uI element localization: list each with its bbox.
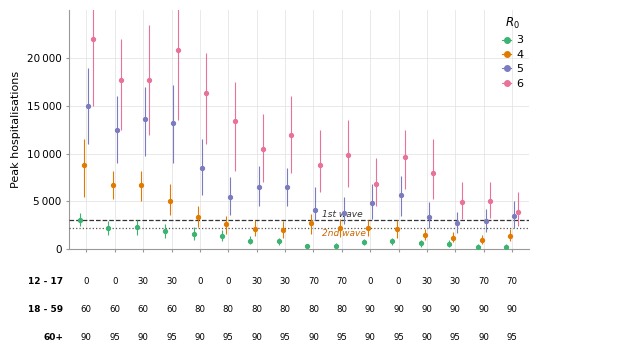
Text: 95: 95	[223, 333, 234, 342]
Text: 18 - 59: 18 - 59	[28, 305, 63, 314]
Text: 1st wave: 1st wave	[322, 210, 363, 219]
Text: 80: 80	[308, 305, 319, 314]
Text: 30: 30	[251, 277, 262, 286]
Text: 90: 90	[450, 305, 461, 314]
Text: 95: 95	[507, 333, 518, 342]
Text: 95: 95	[166, 333, 177, 342]
Text: 95: 95	[450, 333, 461, 342]
Text: 95: 95	[393, 333, 404, 342]
Text: 80: 80	[195, 305, 205, 314]
Text: 90: 90	[421, 333, 432, 342]
Text: 95: 95	[280, 333, 290, 342]
Text: 80: 80	[280, 305, 290, 314]
Text: 90: 90	[478, 333, 490, 342]
Text: 0: 0	[197, 277, 203, 286]
Text: 60: 60	[166, 305, 177, 314]
Text: 0: 0	[226, 277, 231, 286]
Text: 95: 95	[336, 333, 347, 342]
Text: 0: 0	[367, 277, 373, 286]
Text: 90: 90	[251, 333, 262, 342]
Text: 70: 70	[308, 277, 319, 286]
Text: 60: 60	[81, 305, 92, 314]
Text: 90: 90	[138, 333, 149, 342]
Text: 70: 70	[507, 277, 518, 286]
Text: 30: 30	[137, 277, 149, 286]
Text: 30: 30	[280, 277, 290, 286]
Text: 90: 90	[195, 333, 205, 342]
Text: 70: 70	[336, 277, 347, 286]
Text: 12 - 17: 12 - 17	[28, 277, 63, 286]
Legend: 3, 4, 5, 6: 3, 4, 5, 6	[498, 11, 528, 93]
Text: 90: 90	[478, 305, 490, 314]
Text: 90: 90	[507, 305, 518, 314]
Text: 0: 0	[112, 277, 117, 286]
Text: 80: 80	[223, 305, 234, 314]
Text: 80: 80	[336, 305, 347, 314]
Text: 30: 30	[421, 277, 433, 286]
Text: 90: 90	[365, 333, 375, 342]
Text: 95: 95	[109, 333, 120, 342]
Text: 90: 90	[81, 333, 92, 342]
Y-axis label: Peak hospitalisations: Peak hospitalisations	[11, 71, 21, 188]
Text: 30: 30	[166, 277, 177, 286]
Text: 60: 60	[109, 305, 120, 314]
Text: 60: 60	[137, 305, 149, 314]
Text: 90: 90	[393, 305, 404, 314]
Text: 90: 90	[421, 305, 432, 314]
Text: 2nd wave: 2nd wave	[322, 229, 366, 238]
Text: 90: 90	[365, 305, 375, 314]
Text: 80: 80	[251, 305, 262, 314]
Text: 70: 70	[478, 277, 490, 286]
Text: 30: 30	[450, 277, 461, 286]
Text: 0: 0	[396, 277, 401, 286]
Text: 60+: 60+	[43, 333, 63, 342]
Text: 90: 90	[308, 333, 319, 342]
Text: 0: 0	[84, 277, 89, 286]
